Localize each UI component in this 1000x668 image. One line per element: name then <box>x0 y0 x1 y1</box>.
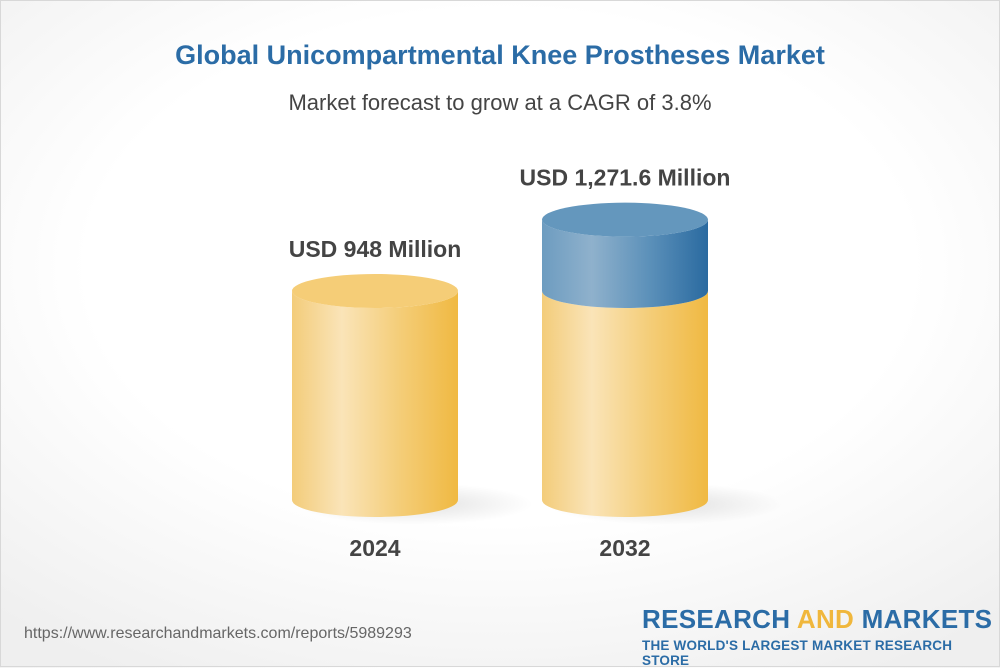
logo-text-research: RESEARCH <box>642 604 797 634</box>
cylinder-growth-2032 <box>542 219 708 308</box>
brand-logo: RESEARCH AND MARKETS <box>642 604 992 635</box>
cylinder-top-2024 <box>292 274 458 308</box>
cylinder-top-2032 <box>542 202 708 237</box>
cylinder-2024 <box>292 291 458 517</box>
data-label-2032: USD 1,271.6 Million <box>520 165 731 191</box>
source-url[interactable]: https://www.researchandmarkets.com/repor… <box>24 625 412 642</box>
cylinder-base-2032 <box>542 291 708 517</box>
category-label-2024: 2024 <box>349 535 400 561</box>
chart-subtitle: Market forecast to grow at a CAGR of 3.8… <box>288 90 712 115</box>
brand-tagline: THE WORLD'S LARGEST MARKET RESEARCH STOR… <box>642 638 953 668</box>
chart-title: Global Unicompartmental Knee Prostheses … <box>175 40 825 70</box>
data-label-2024: USD 948 Million <box>289 236 462 262</box>
category-label-2032: 2032 <box>599 535 650 561</box>
logo-text-and: AND <box>796 604 855 634</box>
logo-text-markets: MARKETS <box>854 604 993 634</box>
